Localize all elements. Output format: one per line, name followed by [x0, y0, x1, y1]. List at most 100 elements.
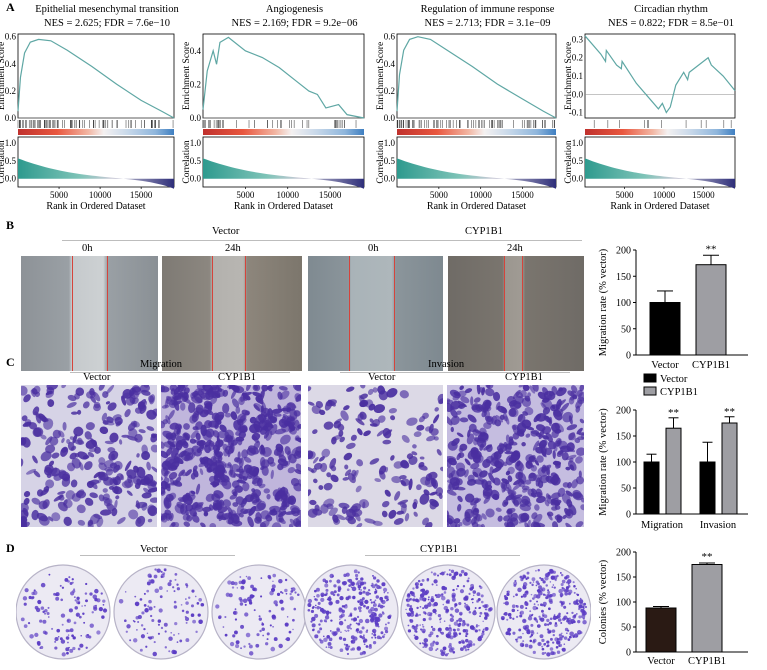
stained-cell: [554, 501, 560, 507]
colony-dot: [546, 618, 550, 623]
colony-dot: [346, 588, 350, 592]
colony-dot: [576, 613, 578, 615]
colony-dot: [85, 599, 88, 603]
stained-cell: [512, 432, 520, 440]
stained-cell: [216, 511, 224, 520]
colony-dot: [358, 618, 364, 624]
stained-cell: [578, 470, 582, 478]
stained-cell: [88, 447, 97, 453]
colony-dot: [577, 620, 581, 624]
stained-cell: [386, 388, 398, 398]
stained-cell: [429, 491, 438, 496]
colony-dot: [434, 612, 437, 615]
colony-dot: [520, 595, 523, 598]
stained-cell: [126, 490, 133, 496]
colony-dot: [482, 620, 484, 623]
colony-dot: [319, 627, 323, 631]
colony-dot: [441, 649, 446, 655]
stained-cell: [238, 512, 244, 518]
stained-cell: [408, 478, 413, 491]
stained-cell: [170, 432, 177, 441]
colony-dot: [445, 600, 450, 604]
colony-dot: [449, 613, 453, 617]
colony-dot: [526, 630, 531, 635]
rank-tick-label: 10000: [469, 190, 492, 200]
stained-cell: [329, 457, 337, 469]
colony-dot: [339, 614, 343, 619]
stained-cell: [308, 386, 312, 392]
colony-dot: [345, 572, 350, 577]
stained-cell: [93, 403, 101, 412]
colony-dot: [556, 640, 561, 645]
stained-cell: [260, 510, 270, 520]
colony-dot: [583, 602, 587, 606]
stained-cell: [522, 411, 529, 416]
colony-dot: [75, 612, 80, 617]
colony-dot: [558, 644, 561, 647]
colony-dot: [552, 633, 555, 637]
colony-dot: [61, 652, 66, 657]
stained-cell: [53, 494, 64, 502]
colony-dot: [365, 606, 370, 610]
colony-dot: [420, 589, 423, 592]
colony-dot: [179, 639, 183, 643]
colony-dot: [424, 598, 427, 600]
colony-dot: [336, 593, 340, 597]
stained-cell: [418, 464, 428, 471]
y-tick-label: 100: [616, 458, 631, 469]
colony-dot: [363, 643, 366, 646]
stained-cell: [525, 479, 532, 485]
stained-cell: [538, 439, 547, 449]
stained-cell: [143, 487, 152, 495]
colony-dot: [323, 635, 325, 638]
gsea-stat: NES = 2.713; FDR = 3.1e−09: [424, 18, 551, 29]
colony-dot: [234, 608, 237, 611]
y-tick-label: 100: [616, 598, 631, 609]
colony-dot: [526, 571, 530, 575]
colony-dot: [566, 617, 570, 621]
corr-tick-label: 1.0: [5, 138, 17, 148]
colony-dot: [435, 584, 438, 587]
colony-dot: [422, 625, 425, 628]
colony-dot: [558, 636, 563, 641]
stained-cell: [493, 477, 501, 486]
colony-dot: [356, 615, 360, 619]
colony-dot: [372, 630, 375, 632]
stained-cell: [165, 447, 173, 457]
stained-cell: [400, 478, 410, 487]
colony-dot: [190, 604, 194, 608]
x-tick-label: Vector: [647, 656, 675, 667]
colony-dot: [101, 615, 105, 619]
colony-dot: [265, 642, 269, 646]
colony-dot: [118, 599, 124, 604]
colony-dot: [168, 636, 173, 641]
stained-cell: [255, 396, 264, 404]
colony-dot: [222, 626, 225, 628]
stained-cell: [235, 436, 245, 442]
colony-dot: [464, 635, 467, 637]
colony-dot: [174, 621, 178, 626]
colony-dot: [67, 629, 71, 633]
stained-cell: [215, 446, 220, 456]
colony-dot: [361, 602, 364, 605]
es-tick-label: 0.2: [384, 86, 395, 96]
stained-cell: [90, 481, 98, 490]
stained-cell: [560, 402, 570, 412]
c-sub-cyp-2: CYP1B1: [505, 372, 543, 383]
stained-cell: [566, 499, 573, 508]
colony-dot: [566, 612, 569, 615]
gsea-title: Regulation of immune response: [420, 4, 555, 15]
colony-dot: [567, 638, 571, 642]
stained-cell: [378, 465, 387, 475]
colony-dot: [152, 651, 157, 657]
y-tick-label: 50: [621, 623, 631, 634]
stained-cell: [98, 385, 105, 391]
colony-dot: [578, 615, 582, 619]
colony-dot: [324, 583, 329, 588]
colony-dot: [271, 584, 276, 589]
colony-dot: [378, 586, 382, 590]
colony-dot: [297, 593, 300, 596]
stained-cell: [556, 387, 567, 397]
colony-dot: [549, 581, 552, 583]
